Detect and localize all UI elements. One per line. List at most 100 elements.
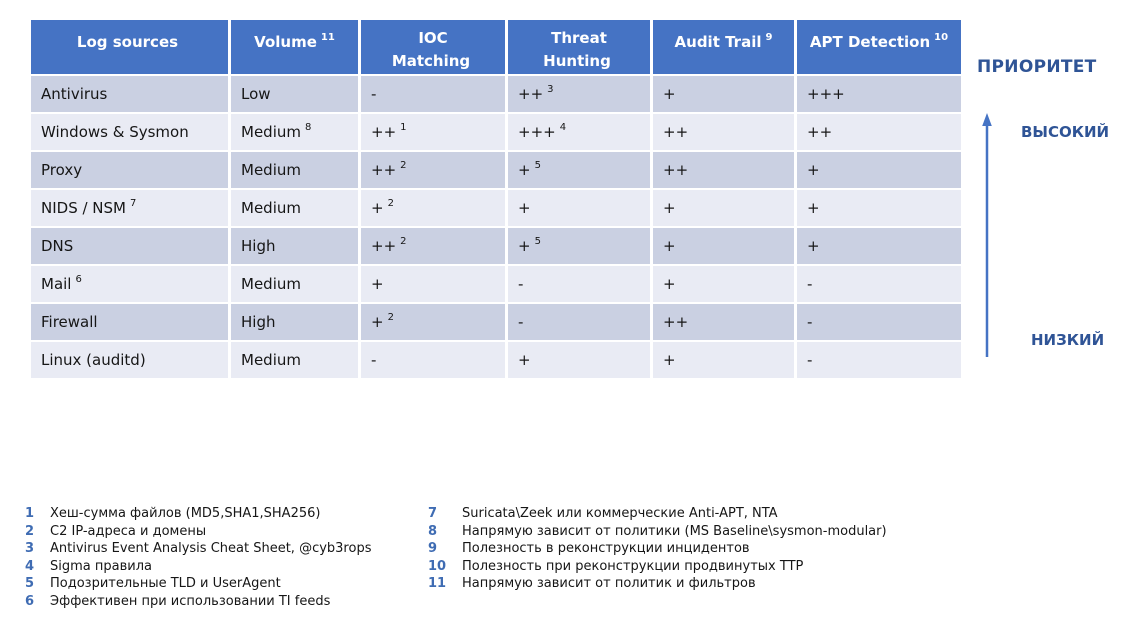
rating-cell: ++ 3	[508, 76, 650, 112]
cell-text: +	[371, 275, 384, 293]
cell-superscript: 5	[534, 236, 541, 247]
cell-text: NIDS / NSM	[41, 199, 126, 217]
rating-cell: +5	[508, 152, 650, 188]
footnote-number: 6	[25, 593, 35, 609]
footnote-text: Эффективен при использовании TI feeds	[50, 593, 331, 609]
table-row: Mail 6 Medium + - + -	[31, 266, 961, 302]
rating-cell: ++	[797, 114, 961, 150]
footnote-number: 3	[25, 541, 35, 556]
cell-text: -	[371, 351, 377, 369]
rating-cell: +	[797, 152, 961, 188]
cell-text: DNS	[41, 237, 74, 255]
cell-superscript: 5	[534, 160, 541, 171]
rating-cell: +	[797, 190, 961, 226]
cell-text: +	[518, 161, 531, 179]
rating-cell: Medium	[231, 342, 358, 378]
footnote-item: 4 Sigma правила	[25, 558, 371, 576]
table-row: NIDS / NSM 7 Medium +2 + + +	[31, 190, 961, 226]
footnote-item: 6 Эффективен при использовании TI feeds	[25, 593, 371, 611]
rating-cell: +	[653, 228, 794, 264]
footnote-item: 7 Suricata\Zeek или коммерческие Anti-APT…	[428, 505, 887, 523]
log-source-cell: DNS	[31, 228, 228, 264]
table-row: Proxy Medium ++ 2 +5 ++ +	[31, 152, 961, 188]
column-header-label: Volume	[254, 33, 317, 51]
log-source-cell: Windows & Sysmon	[31, 114, 228, 150]
table-row: Firewall High +2 - ++ -	[31, 304, 961, 340]
rating-cell: ++ 2	[361, 228, 505, 264]
column-header: Volume 11	[231, 20, 358, 74]
rating-cell: +++	[797, 76, 961, 112]
cell-text: +	[807, 237, 820, 255]
cell-superscript: 2	[387, 198, 394, 209]
rating-cell: +	[653, 266, 794, 302]
cell-text: +++	[518, 123, 556, 141]
cell-text: Medium	[241, 199, 301, 217]
footnote-number: 10	[428, 558, 447, 574]
cell-text: +	[807, 199, 820, 217]
footnotes-left-column: 1 Хеш-сумма файлов (MD5,SHA1,SHA256) 2 C2 I…	[25, 505, 371, 610]
column-header-label: Threat Hunting	[543, 29, 611, 70]
rating-cell: -	[797, 266, 961, 302]
cell-text: +	[518, 351, 531, 369]
cell-superscript: 6	[75, 274, 82, 285]
footnote-number: 8	[428, 523, 438, 539]
rating-cell: +	[361, 266, 505, 302]
cell-superscript: 2	[387, 312, 394, 323]
cell-superscript: 8	[304, 122, 312, 133]
cell-text: +	[663, 275, 676, 293]
cell-text: -	[518, 275, 524, 293]
column-header: Audit Trail 9	[653, 20, 794, 74]
footnote-item: 8 Напрямую зависит от политики (MS Baseli…	[428, 523, 887, 541]
footnote-text: Sigma правила	[50, 558, 152, 574]
footnote-number: 9	[428, 541, 438, 556]
footnote-text: Хеш-сумма файлов (MD5,SHA1,SHA256)	[50, 506, 321, 521]
rating-cell: +2	[361, 190, 505, 226]
cell-text: -	[807, 313, 813, 331]
footnote-item: 3 Antivirus Event Analysis Cheat Sheet, @…	[25, 540, 371, 558]
cell-text: ++	[663, 161, 689, 179]
cell-text: ++	[518, 85, 544, 103]
rating-cell: ++	[653, 304, 794, 340]
cell-text: Medium	[241, 161, 301, 179]
footnote-text: Подозрительные TLD и UserAgent	[50, 576, 281, 591]
footnote-number: 2	[25, 523, 35, 539]
column-header-superscript: 10	[934, 32, 949, 43]
rating-cell: Medium 8	[231, 114, 358, 150]
log-source-cell: Antivirus	[31, 76, 228, 112]
cell-superscript: 2	[400, 236, 407, 247]
rating-cell: -	[508, 304, 650, 340]
priority-up-arrow-icon	[982, 113, 992, 357]
cell-text: ++	[371, 123, 397, 141]
log-source-cell: Firewall	[31, 304, 228, 340]
footnote-item: 1 Хеш-сумма файлов (MD5,SHA1,SHA256)	[25, 505, 371, 523]
cell-text: +	[371, 313, 384, 331]
rating-cell: Medium	[231, 190, 358, 226]
cell-text: Medium	[241, 351, 301, 369]
cell-text: Firewall	[41, 313, 98, 331]
column-header: IOC Matching	[361, 20, 505, 74]
footnote-number: 7	[428, 506, 438, 521]
rating-cell: -	[797, 342, 961, 378]
column-header-label: APT Detection	[809, 33, 931, 51]
rating-cell: High	[231, 228, 358, 264]
cell-superscript: 4	[559, 122, 567, 133]
footnote-text: C2 IP-адреса и домены	[50, 523, 207, 539]
rating-cell: High	[231, 304, 358, 340]
cell-superscript: 1	[400, 122, 407, 133]
log-source-cell: Proxy	[31, 152, 228, 188]
rating-cell: -	[361, 342, 505, 378]
cell-text: ++	[371, 161, 397, 179]
cell-superscript: 7	[130, 198, 137, 209]
rating-cell: ++	[653, 114, 794, 150]
column-header: Threat Hunting	[508, 20, 650, 74]
footnotes-right-column: 7 Suricata\Zeek или коммерческие Anti-APT…	[428, 505, 887, 593]
rating-cell: ++ 2	[361, 152, 505, 188]
rating-cell: ++	[653, 152, 794, 188]
log-source-cell: NIDS / NSM 7	[31, 190, 228, 226]
footnote-item: 5 Подозрительные TLD и UserAgent	[25, 575, 371, 593]
cell-superscript: 3	[547, 84, 554, 95]
footnote-number: 5	[25, 576, 35, 591]
rating-cell: +	[653, 342, 794, 378]
rating-cell: ++ 1	[361, 114, 505, 150]
